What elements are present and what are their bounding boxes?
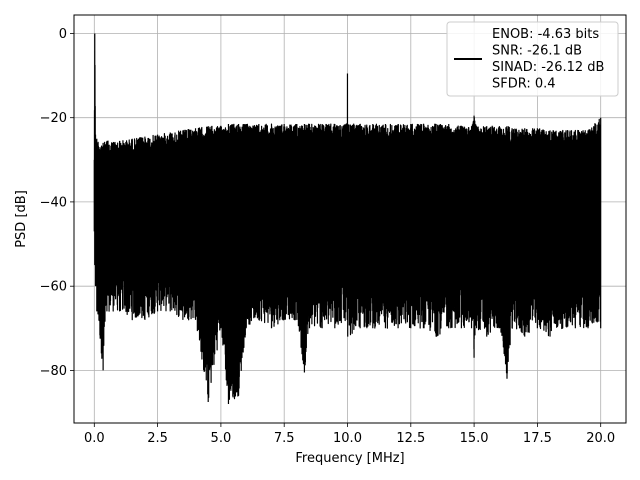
legend-line-text: SFDR: 0.4 bbox=[492, 77, 556, 92]
plot-frame bbox=[73, 14, 627, 424]
x-tick-label: 12.5 bbox=[396, 431, 425, 446]
y-tick-label: −80 bbox=[40, 364, 67, 379]
x-tick-label: 17.5 bbox=[523, 431, 552, 446]
x-tick-label: 7.5 bbox=[274, 431, 295, 446]
legend-box bbox=[446, 21, 619, 97]
y-axis-ticks: 0 −20 −40 −60 −80 bbox=[40, 27, 74, 379]
y-axis-label: PSD [dB] bbox=[14, 190, 29, 248]
legend-line-text: SINAD: -26.12 dB bbox=[492, 60, 604, 75]
x-tick-label: 2.5 bbox=[147, 431, 168, 446]
legend: ENOB: -4.63 bits SNR: -26.1 dB SINAD: -26.… bbox=[446, 21, 619, 97]
psd-series-line bbox=[93, 33, 602, 405]
x-tick-label: 10.0 bbox=[333, 431, 362, 446]
series-layer bbox=[93, 33, 602, 405]
legend-label: ENOB: -4.63 bits SNR: -26.1 dB SINAD: -26.… bbox=[492, 27, 604, 92]
y-tick-label: 0 bbox=[59, 27, 67, 42]
x-tick-label: 15.0 bbox=[460, 431, 489, 446]
x-tick-label: 5.0 bbox=[211, 431, 232, 446]
x-axis-label: Frequency [MHz] bbox=[295, 451, 404, 466]
x-tick-label: 20.0 bbox=[586, 431, 615, 446]
legend-line-text: ENOB: -4.63 bits bbox=[492, 27, 599, 42]
y-tick-label: −60 bbox=[40, 280, 67, 295]
x-axis-ticks: 0.0 2.5 5.0 7.5 10.0 12.5 15.0 17.5 20.0 bbox=[84, 423, 615, 446]
legend-line-text: SNR: -26.1 dB bbox=[492, 44, 582, 59]
x-tick-label: 0.0 bbox=[84, 431, 105, 446]
y-tick-label: −20 bbox=[40, 111, 67, 126]
y-tick-label: −40 bbox=[40, 195, 67, 210]
